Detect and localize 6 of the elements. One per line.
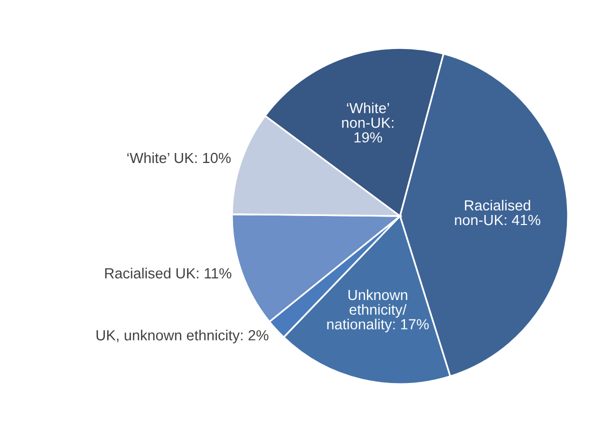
slice-label: ‘White’ non-UK: 19% [342,102,394,143]
slice-label: Unknown ethnicity/ nationality: 17% [327,289,429,332]
slice-label: ‘White’ UK: 10% [127,152,231,164]
slice-label: Racialised UK: 11% [105,268,232,278]
slice-label: Racialised non-UK: 41% [455,200,540,226]
slice-label: UK, unknown ethnicity: 2% [96,330,268,344]
